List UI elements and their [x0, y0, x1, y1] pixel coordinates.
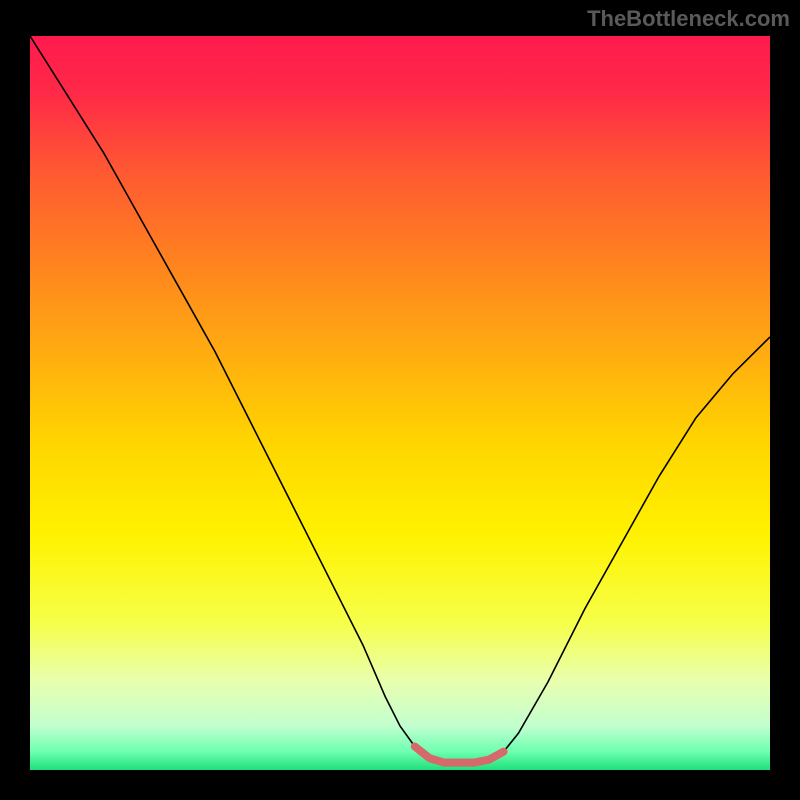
- watermark-text: TheBottleneck.com: [587, 6, 790, 32]
- plot-area: [30, 36, 770, 770]
- chart-svg: [30, 36, 770, 770]
- chart-container: TheBottleneck.com: [0, 0, 800, 800]
- gradient-background: [30, 36, 770, 770]
